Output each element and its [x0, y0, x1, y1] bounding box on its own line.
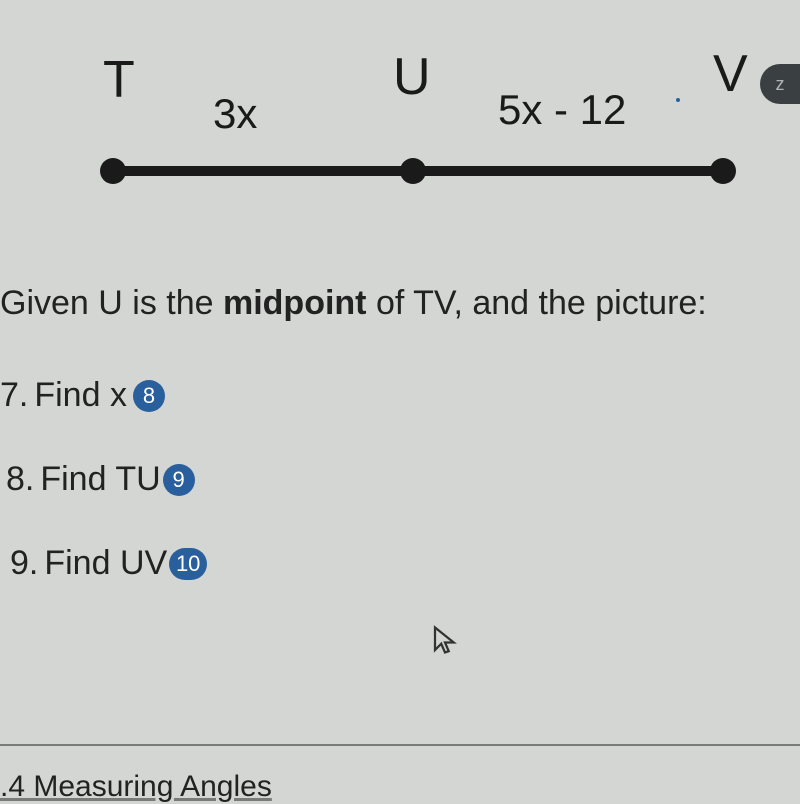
section-divider: [0, 744, 800, 746]
question-number: 8.: [6, 460, 34, 499]
given-bold: midpoint: [223, 284, 367, 322]
tiny-dot: [676, 98, 680, 102]
point-t-label: T: [103, 50, 135, 110]
answer-badge[interactable]: 8: [133, 380, 165, 412]
question-number: 9.: [10, 544, 38, 583]
point-u-label: U: [393, 47, 431, 107]
zoom-label: z: [776, 74, 785, 95]
segment-uv-label: 5x - 12: [498, 86, 626, 134]
point-t-dot: [100, 158, 126, 184]
question-text: Find x: [34, 376, 127, 415]
given-prefix: Given U is the: [0, 284, 223, 322]
midpoint-diagram: T U V 3x 5x - 12: [100, 50, 770, 180]
question-text: Find TU: [40, 460, 160, 499]
question-9: 9. Find UV 10: [10, 544, 207, 583]
given-statement: Given U is the midpoint of TV, and the p…: [0, 284, 707, 323]
cursor-icon: [432, 625, 458, 655]
answer-badge[interactable]: 9: [163, 464, 195, 496]
question-number: 7.: [0, 376, 28, 415]
point-v-dot: [710, 158, 736, 184]
given-suffix: of TV, and the picture:: [367, 284, 707, 322]
segment-tu-label: 3x: [213, 90, 257, 138]
point-u-dot: [400, 158, 426, 184]
point-v-label: V: [713, 44, 748, 104]
question-7: 7. Find x 8: [0, 376, 165, 415]
answer-badge[interactable]: 10: [169, 548, 207, 580]
footer-section-title: .4 Measuring Angles: [0, 770, 272, 804]
question-text: Find UV: [44, 544, 167, 583]
question-8: 8. Find TU 9: [6, 460, 195, 499]
